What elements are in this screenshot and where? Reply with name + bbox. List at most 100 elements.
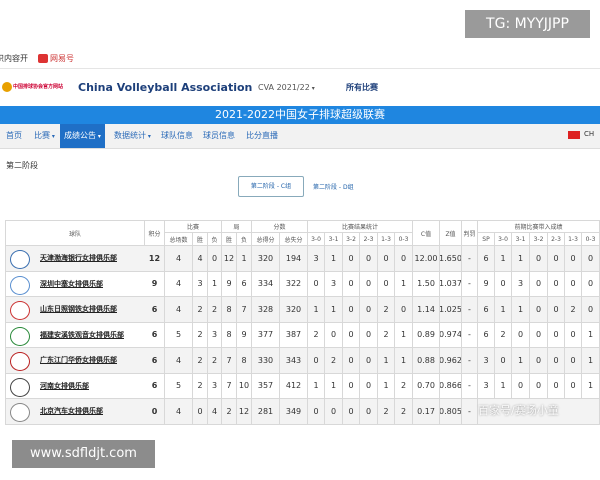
table-cell: 9 <box>478 271 495 297</box>
table-cell: 1 <box>208 271 222 297</box>
nav-item[interactable]: 球队信息 <box>161 131 193 140</box>
team-name[interactable]: 河南女排俱乐部 <box>40 381 89 390</box>
all-matches[interactable]: 所有比赛 <box>346 83 378 92</box>
org-name: China Volleyball Association <box>78 81 253 94</box>
team-name[interactable]: 广东江门华侨女排俱乐部 <box>40 356 117 364</box>
table-cell: 0 <box>343 399 360 425</box>
table-cell: 5 <box>165 373 193 399</box>
table-cell: 12.00 <box>413 246 440 272</box>
group-header: 局 <box>222 220 252 233</box>
table-cell: 0 <box>565 322 582 348</box>
table-cell: 7 <box>222 348 237 374</box>
sub-header: 3-1 <box>512 233 530 246</box>
table-cell: 2 <box>222 399 237 425</box>
flag <box>568 131 580 139</box>
table-cell: 357 <box>252 373 280 399</box>
table-cell: 2 <box>378 297 395 323</box>
nav-item-active[interactable]: 成绩公告 <box>60 124 105 148</box>
table-cell: 1.50 <box>413 271 440 297</box>
table-cell: 2 <box>208 297 222 323</box>
table-cell: 3 <box>478 373 495 399</box>
table-cell: 2 <box>378 399 395 425</box>
table-cell: 8 <box>222 297 237 323</box>
divider <box>0 68 600 69</box>
table-cell: 2 <box>208 348 222 374</box>
table-cell: 1 <box>308 373 325 399</box>
table-cell: 4 <box>165 348 193 374</box>
table-cell: 3 <box>193 271 208 297</box>
tab-active[interactable]: 第二阶段 - C组 <box>238 176 304 197</box>
table-cell: 2 <box>378 322 395 348</box>
table-cell: 0.866 <box>440 373 462 399</box>
table-cell: 2 <box>395 373 413 399</box>
sub-header: 负 <box>208 233 222 246</box>
group-header: 判罚 <box>462 220 478 246</box>
team-logo <box>10 377 30 397</box>
team-logo <box>10 326 30 346</box>
table-cell: 0 <box>565 246 582 272</box>
nav-item[interactable]: 比分直播 <box>246 131 278 140</box>
table-cell: 1 <box>325 373 343 399</box>
table-cell: 2 <box>325 348 343 374</box>
table-cell: 0 <box>378 271 395 297</box>
table-cell: 0 <box>582 246 600 272</box>
sub-header: 3-2 <box>343 233 360 246</box>
netease-icon <box>38 54 48 63</box>
table-cell: 0 <box>530 373 548 399</box>
table-cell: 7 <box>222 373 237 399</box>
stage-title: 第二阶段 <box>6 161 38 170</box>
table-cell: 387 <box>280 322 308 348</box>
table-cell: 0 <box>360 348 378 374</box>
table-cell: 0 <box>530 271 548 297</box>
nav-item[interactable]: 比赛 <box>30 124 59 148</box>
table-cell: 0 <box>208 246 222 272</box>
table-cell: 328 <box>252 297 280 323</box>
table-cell: - <box>462 246 478 272</box>
team-name[interactable]: 北京汽车女排俱乐部 <box>40 407 103 415</box>
table-cell: - <box>462 348 478 374</box>
table-cell: 1 <box>495 373 512 399</box>
table-cell: 1 <box>512 297 530 323</box>
group-header: 分数 <box>252 220 308 233</box>
team-name[interactable]: 山东日照钢铁女排俱乐部 <box>40 305 117 313</box>
netease-link[interactable]: 网易号 <box>50 54 74 63</box>
table-cell: 0 <box>343 297 360 323</box>
table-cell: 1 <box>495 246 512 272</box>
sub-header: 0-3 <box>582 233 600 246</box>
group-header: 积分 <box>145 220 165 246</box>
nav-item[interactable]: 首页 <box>6 131 22 140</box>
table-cell: 0 <box>548 348 565 374</box>
tag-overlay: TG: MYYJJPP <box>465 10 590 38</box>
team-name[interactable]: 天津渤海银行女排俱乐部 <box>40 254 117 262</box>
season: CVA 2021/22 <box>258 83 310 92</box>
table-cell: 12 <box>145 246 165 272</box>
table-cell: 0.88 <box>413 348 440 374</box>
team-name[interactable]: 深圳中塞女排俱乐部 <box>40 279 103 288</box>
team-name[interactable]: 福建安溪铁观音女排俱乐部 <box>40 330 124 339</box>
table-cell: 343 <box>280 348 308 374</box>
table-cell: 0 <box>548 373 565 399</box>
table-cell: 0.17 <box>413 399 440 425</box>
table-cell: 0 <box>343 322 360 348</box>
season-select[interactable]: CVA 2021/22 ▾ <box>258 83 315 92</box>
topbar-left[interactable]: 识内容开 <box>0 54 28 63</box>
table-cell: 0.805 <box>440 399 462 425</box>
team-logo <box>10 352 30 371</box>
table-cell: 1 <box>325 246 343 272</box>
nav-item[interactable]: 球员信息 <box>203 131 235 140</box>
table-cell: 6 <box>478 297 495 323</box>
lang[interactable]: CH <box>584 130 595 138</box>
sub-header: 1-3 <box>565 233 582 246</box>
table-cell: 1 <box>325 297 343 323</box>
table-cell: 0 <box>495 348 512 374</box>
nav-item[interactable]: 数据统计 <box>110 124 155 148</box>
table-cell: - <box>462 399 478 425</box>
tab[interactable]: 第二阶段 - D组 <box>313 184 354 191</box>
logo-icon <box>2 82 12 92</box>
table-cell: 4 <box>193 246 208 272</box>
table-cell: 3 <box>208 322 222 348</box>
table-cell: 0 <box>308 348 325 374</box>
table-cell: 1 <box>395 271 413 297</box>
table-cell: 0 <box>343 271 360 297</box>
table-cell: 6 <box>478 246 495 272</box>
